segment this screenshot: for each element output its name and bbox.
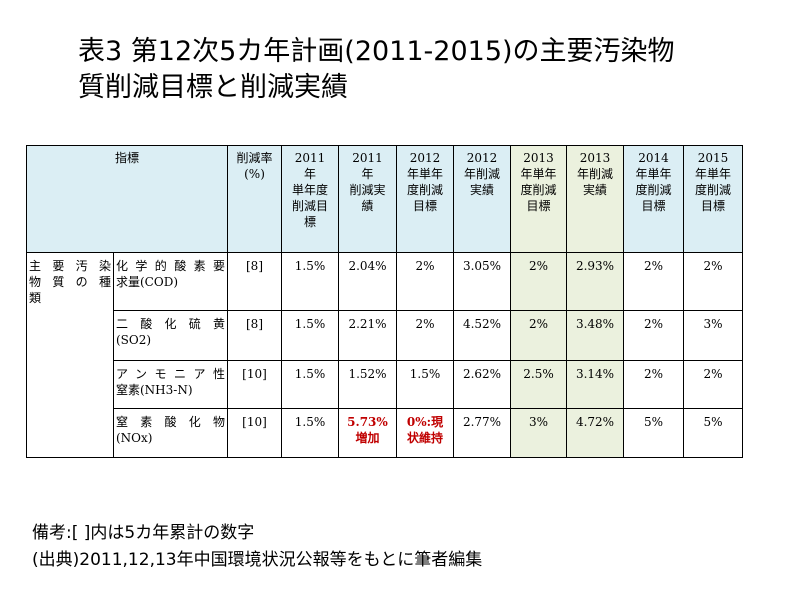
cell-2013-actual: 3.14% [566,360,624,409]
cell-2015-target: 5% [683,408,743,458]
cell-2015-target: 2% [683,252,743,311]
cell-2011-target: 1.5% [281,408,339,458]
cell-2012-actual: 2.62% [453,360,511,409]
cell-2014-target: 2% [623,360,684,409]
cell-2011-target: 1.5% [281,252,339,311]
note-remarks: 備考:[ ]内は5カ年累計の数字 [32,523,255,543]
cell-2013-actual: 2.93% [566,252,624,311]
header-indicator: 指標 [26,145,228,253]
title-line-2: 質削減目標と削減実績 [78,72,348,103]
cell-rate: [10] [227,360,282,409]
header-2013-actual: 2013 年削減 実績 [566,145,624,253]
cell-2011-target: 1.5% [281,360,339,409]
cell-2013-target: 3% [510,408,567,458]
table-row: 主要汚染 物質の種類 化学的酸素要 求量(COD) [8] 1.5% 2.04% 2… [26,252,743,458]
header-2015-target: 2015 年単年 度削減 目標 [683,145,743,253]
cell-rate: [8] [227,310,282,361]
header-2011-actual: 2011 年削減実績 [338,145,397,253]
table-row: 窒素酸化物 (NOx) [10] 1.5% 5.73% 増加 0%:現 状維持 2.7… [27,408,743,458]
pollutant-name: 化学的酸素要 求量(COD) [113,252,228,311]
cell-2011-target: 1.5% [281,310,339,361]
header-2013-target: 2013 年単年 度削減 目標 [510,145,567,253]
pollutant-name: 二酸化硫黄 (SO2) [113,310,228,361]
cell-2011-actual: 2.04% [338,252,397,311]
cell-2011-actual: 1.52% [338,360,397,409]
cell-2012-actual: 3.05% [453,252,511,311]
footnotes: 備考:[ ]内は5カ年累計の数字 (出典)2011,12,13年中国環境状況公報… [32,520,482,574]
group-label: 主要汚染 物質の種類 [26,252,114,458]
note-source: (出典)2011,12,13年中国環境状況公報等をもとに筆者編集 [32,550,483,570]
cell-rate: [10] [227,408,282,458]
pollutant-name: 窒素酸化物 (NOx) [113,408,228,458]
cell-2015-target: 2% [683,360,743,409]
header-2011-target: 2011 年単年度 削減目標 [281,145,339,253]
cell-2012-target: 2% [396,252,454,311]
table-row: アンモニア性 窒素(NH3-N) [10] 1.5% 1.52% 1.5% 2.6… [27,360,743,409]
cell-2011-actual: 5.73% 増加 [338,408,397,458]
title-line-1: 表3 第12次5カ年計画(2011-2015)の主要汚染物 [78,36,675,67]
header-2012-target: 2012 年単年 度削減 目標 [396,145,454,253]
cell-2012-target: 2% [396,310,454,361]
pollutant-name: アンモニア性 窒素(NH3-N) [113,360,228,409]
cell-2012-actual: 2.77% [453,408,511,458]
cell-2013-target: 2.5% [510,360,567,409]
cell-2015-target: 3% [683,310,743,361]
cell-2013-target: 2% [510,252,567,311]
cell-2011-actual: 2.21% [338,310,397,361]
cell-2012-actual: 4.52% [453,310,511,361]
page-title: 表3 第12次5カ年計画(2011-2015)の主要汚染物 質削減目標と削減実績 [78,34,778,106]
cell-2014-target: 5% [623,408,684,458]
cell-2014-target: 2% [623,252,684,311]
table-row: 二酸化硫黄 (SO2) [8] 1.5% 2.21% 2% 4.52% 2% 3.… [27,310,743,361]
cell-2013-actual: 4.72% [566,408,624,458]
cell-2013-target: 2% [510,310,567,361]
cell-2012-target: 0%:現 状維持 [396,408,454,458]
header-2014-target: 2014 年単年 度削減 目標 [623,145,684,253]
cell-2014-target: 2% [623,310,684,361]
pollutant-reduction-table: 指標 削減率 (%) 2011 年単年度 削減目標 2011 年削減実績 2012 年単年… [26,145,743,458]
cell-rate: [8] [227,252,282,311]
header-row: 指標 削減率 (%) 2011 年単年度 削減目標 2011 年削減実績 2012 年単年… [26,145,743,253]
cell-2012-target: 1.5% [396,360,454,409]
cell-2013-actual: 3.48% [566,310,624,361]
header-rate: 削減率 (%) [227,145,282,253]
header-2012-actual: 2012 年削減 実績 [453,145,511,253]
